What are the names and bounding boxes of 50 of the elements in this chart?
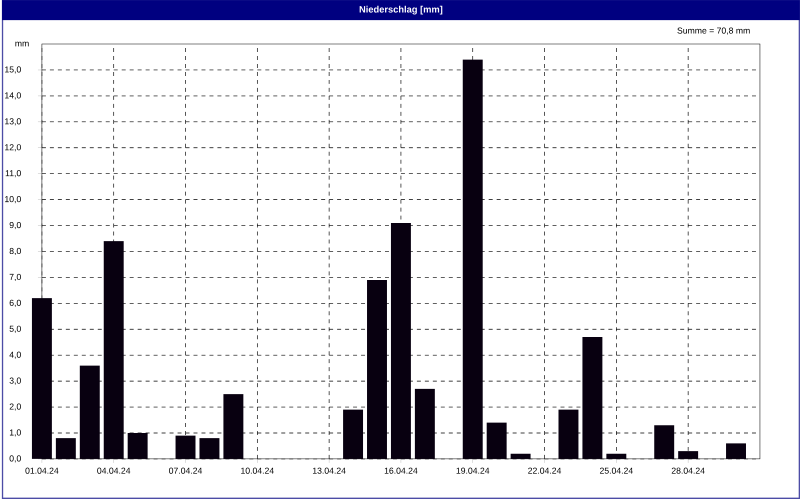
text: Summe = 70,8 mm [677, 28, 750, 35]
y-tick-label: 9,0 [10, 222, 21, 230]
y-axis-title: mm [15, 42, 29, 46]
bar [223, 394, 244, 459]
y-tick-label: 11,0 [6, 170, 21, 178]
x-tick-label: 13.04.24 [312, 468, 346, 474]
x-tick-label: 28.04.24 [672, 468, 705, 474]
bar [606, 454, 626, 459]
y-tick-label: 12,0 [5, 144, 21, 152]
bar [678, 451, 698, 459]
y-tick-label: 10,0 [5, 196, 21, 204]
x-tick-label: 16.04.24 [384, 468, 418, 474]
x-tick-label: 01.04.24 [25, 468, 58, 474]
bar [56, 438, 76, 459]
bar [726, 443, 746, 459]
bar [176, 436, 196, 459]
y-tick-label: 6,0 [10, 300, 21, 307]
y-tick-label: 15,0 [5, 66, 21, 74]
bar [486, 422, 507, 459]
y-tick-label: 2,0 [10, 404, 21, 411]
bar [414, 388, 435, 459]
bar [462, 60, 483, 459]
bar [582, 337, 602, 459]
bar [558, 410, 578, 459]
y-tick-label: 5,0 [10, 326, 21, 333]
bar [367, 280, 387, 459]
x-tick-label: 07.04.24 [169, 468, 202, 474]
y-tick-label: 0,0 [10, 455, 21, 462]
bar [32, 298, 52, 459]
y-tick-label: 13,0 [5, 118, 21, 126]
bar [390, 222, 411, 459]
bar [128, 433, 148, 459]
x-tick-label: 22.04.24 [528, 468, 562, 474]
bar [654, 425, 674, 459]
bar [343, 410, 364, 459]
y-tick-label: 1,0 [10, 429, 21, 437]
bar [199, 438, 220, 459]
bar [104, 241, 124, 459]
x-tick-label: 04.04.24 [97, 468, 130, 474]
x-tick-label: 10.04.24 [241, 468, 274, 474]
y-tick-label: 4,0 [9, 352, 21, 359]
y-tick-label: 7,0 [10, 274, 21, 281]
chart-title: Niederschlag [mm] [360, 6, 442, 15]
y-tick-label: 3,0 [10, 378, 21, 385]
x-tick-label: 19.04.24 [456, 468, 490, 474]
y-tick-label: 14,0 [5, 92, 21, 100]
bar [80, 366, 100, 459]
x-tick-label: 25.04.24 [600, 468, 633, 474]
y-tick-label: 8,0 [10, 248, 21, 256]
bar [510, 454, 531, 459]
